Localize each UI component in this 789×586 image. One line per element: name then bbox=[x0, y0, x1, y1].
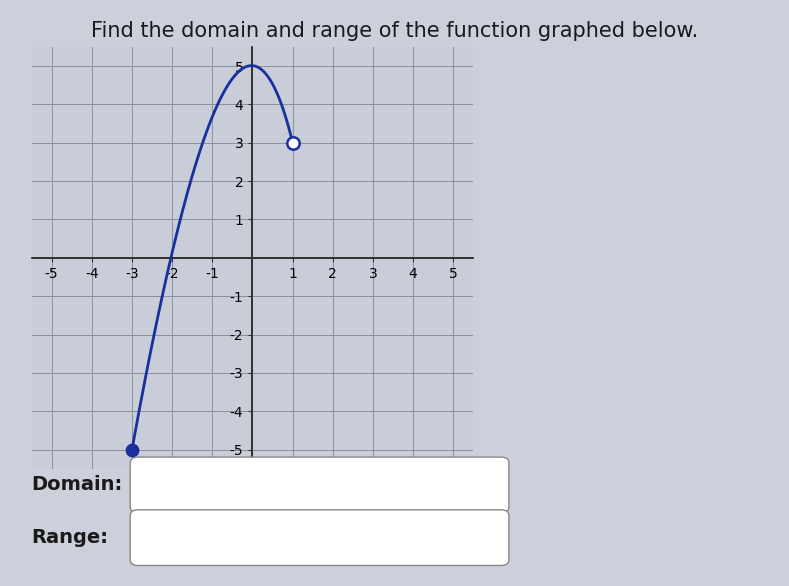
Point bbox=[286, 138, 299, 148]
Point bbox=[125, 445, 138, 454]
Text: Range:: Range: bbox=[32, 528, 109, 547]
Text: Find the domain and range of the function graphed below.: Find the domain and range of the functio… bbox=[91, 21, 698, 40]
Text: Domain:: Domain: bbox=[32, 475, 123, 495]
